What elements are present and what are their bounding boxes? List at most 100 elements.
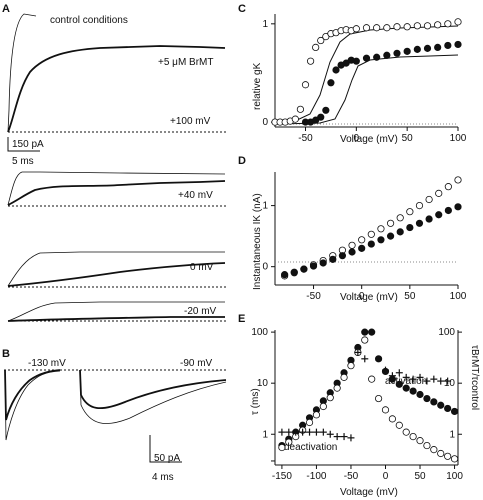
trace-control-40 xyxy=(7,171,226,206)
data-point-open xyxy=(312,411,321,419)
data-point-open xyxy=(403,23,411,31)
data-point-open xyxy=(305,418,314,427)
d-xlabel: Voltage (mV) xyxy=(340,292,398,303)
e-xlabel: Voltage (mV) xyxy=(340,487,398,498)
data-point-open xyxy=(361,336,369,344)
data-point-open xyxy=(348,241,356,249)
y-right-tick-label: 100 xyxy=(438,327,455,338)
data-point-cross xyxy=(340,433,348,441)
x-tick-label: 50 xyxy=(414,471,426,482)
data-point-filled xyxy=(395,380,403,388)
data-point-filled xyxy=(423,44,432,52)
voltage-label-100: +100 mV xyxy=(170,116,211,127)
data-point-filled xyxy=(300,265,308,273)
panel-a: control conditions +5 μM BrMT +100 mV 15… xyxy=(7,13,226,322)
y-tick-label: 0 xyxy=(262,117,268,128)
data-point-open xyxy=(374,394,383,403)
data-point-open xyxy=(347,362,355,370)
x-tick-label: -150 xyxy=(272,471,292,482)
data-point-filled xyxy=(332,66,340,74)
data-point-open xyxy=(444,452,452,460)
data-point-open xyxy=(340,373,348,381)
data-point-filled xyxy=(425,215,433,223)
data-point-open xyxy=(415,201,424,210)
trace-control-m130 xyxy=(4,369,61,441)
trace-brmt-40 xyxy=(7,180,226,206)
data-point-cross xyxy=(312,428,320,436)
d-ticks: -50 0 50 100 0 1 xyxy=(262,201,466,302)
trace-brmt-m20 xyxy=(7,316,225,322)
data-point-open xyxy=(454,18,462,26)
data-point-open xyxy=(396,214,404,222)
trace-control-m20 xyxy=(7,301,225,322)
panel-d-label: D xyxy=(238,155,246,167)
data-point-open xyxy=(358,236,366,244)
data-point-filled xyxy=(435,211,443,219)
data-point-filled xyxy=(319,259,327,267)
data-point-filled xyxy=(309,262,318,270)
scale-time-b: 4 ms xyxy=(152,472,174,483)
data-point-cross xyxy=(306,428,314,436)
data-point-open xyxy=(291,115,299,123)
data-point-open xyxy=(444,183,452,191)
data-point-filled xyxy=(348,248,356,256)
data-point-open xyxy=(278,443,286,452)
data-point-filled xyxy=(444,404,452,413)
c-xlabel: Voltage (mV) xyxy=(340,134,398,145)
data-point-open xyxy=(435,189,443,197)
data-point-filled xyxy=(358,244,366,252)
data-point-open xyxy=(454,176,462,184)
e-marks xyxy=(278,328,459,463)
data-point-open xyxy=(312,43,320,52)
data-point-filled xyxy=(444,206,452,215)
data-point-open xyxy=(434,21,442,29)
data-point-filled xyxy=(402,384,410,392)
panel-d: -50 0 50 100 0 1 Voltage (mV) Instantaneous I… xyxy=(252,172,467,303)
voltage-label-0: 0 mV xyxy=(190,262,214,273)
c-ticks: -50 0 50 100 0 1 xyxy=(262,19,466,144)
data-point-open xyxy=(393,23,401,31)
data-point-open xyxy=(406,208,414,216)
data-point-open xyxy=(367,230,375,238)
data-point-open xyxy=(352,25,360,33)
legend-control: control conditions xyxy=(50,15,128,26)
data-point-open xyxy=(383,24,391,32)
panel-e-label: E xyxy=(238,313,245,325)
data-point-filled xyxy=(430,398,438,406)
data-point-open xyxy=(368,375,376,383)
data-point-cross xyxy=(409,375,417,383)
data-point-cross xyxy=(381,366,389,374)
data-point-cross xyxy=(402,373,410,381)
data-point-filled xyxy=(413,45,421,53)
e-annotation-activation: activation xyxy=(385,376,427,387)
data-point-open xyxy=(319,402,327,411)
scale-bar-b xyxy=(149,435,182,463)
panel-a-label: A xyxy=(2,3,10,15)
data-point-cross xyxy=(285,428,293,436)
x-tick-label: 50 xyxy=(402,133,414,144)
data-point-filled xyxy=(450,407,459,416)
data-point-open xyxy=(416,437,424,445)
data-point-filled xyxy=(386,232,395,240)
data-point-open xyxy=(423,441,431,450)
data-point-filled xyxy=(409,387,417,395)
x-tick-label: 0 xyxy=(359,291,365,302)
data-point-open xyxy=(301,81,310,89)
trace-brmt-m130 xyxy=(4,369,61,421)
data-point-open xyxy=(409,432,417,441)
y-right-tick-label: 1 xyxy=(449,429,455,440)
x-tick-label: 50 xyxy=(404,291,416,302)
e-ticks: -150 -100 -50 0 50 100 1 10 100 1 10 100 xyxy=(251,327,463,482)
data-point-open xyxy=(402,428,410,436)
data-point-filled xyxy=(454,40,462,49)
panel-b: -130 mV -90 mV 50 pA 4 ms xyxy=(4,358,227,483)
panel-e: -150 -100 -50 0 50 100 1 10 100 1 10 100 activation… xyxy=(250,327,480,498)
scale-time-a: 5 ms xyxy=(12,156,34,167)
trace-control-100 xyxy=(7,13,37,133)
data-point-filled xyxy=(373,53,381,61)
data-point-filled xyxy=(383,51,391,59)
data-point-cross xyxy=(416,373,424,381)
data-point-cross xyxy=(430,375,438,383)
data-point-open xyxy=(362,24,371,32)
data-point-filled xyxy=(423,394,431,403)
